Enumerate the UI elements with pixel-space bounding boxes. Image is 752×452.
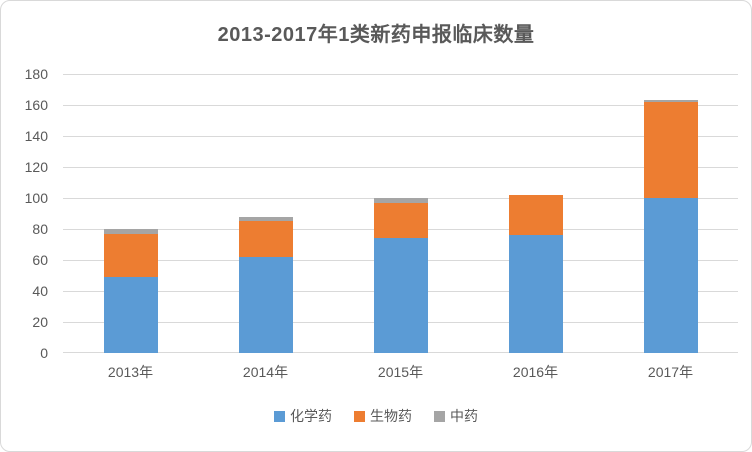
bar-segment-化学药 xyxy=(643,198,698,353)
y-tick-label: 80 xyxy=(32,221,48,237)
bar-segment-化学药 xyxy=(103,277,158,353)
x-axis-label: 2013年 xyxy=(107,364,154,380)
legend-swatch-icon xyxy=(354,410,365,422)
legend-item: 化学药 xyxy=(274,406,332,426)
bar-segment-生物药 xyxy=(238,221,293,257)
y-tick-label: 60 xyxy=(32,252,48,268)
legend-swatch-icon xyxy=(274,410,285,422)
y-tick-label: 100 xyxy=(24,190,48,206)
legend-label: 生物药 xyxy=(370,408,412,424)
legend-label: 中药 xyxy=(450,408,478,424)
x-axis: 2013年 2014年 2015年 2016年 2017年 xyxy=(63,362,738,382)
y-tick-label: 140 xyxy=(24,128,48,144)
bar-segment-化学药 xyxy=(508,235,563,353)
y-tick-label: 0 xyxy=(40,345,48,361)
chart-title: 2013-2017年1类新药申报临床数量 xyxy=(217,24,535,46)
legend-label: 化学药 xyxy=(290,408,332,424)
gridline xyxy=(63,136,738,137)
y-tick-label: 180 xyxy=(24,66,48,82)
bar-segment-中药 xyxy=(238,216,293,222)
y-tick-label: 20 xyxy=(32,314,48,330)
gridline xyxy=(63,105,738,106)
bar-segment-化学药 xyxy=(238,256,293,353)
bar-segment-生物药 xyxy=(373,202,428,239)
y-tick-label: 160 xyxy=(24,97,48,113)
legend-item: 中药 xyxy=(434,406,478,426)
bar-segment-化学药 xyxy=(373,238,428,353)
x-axis-label: 2015年 xyxy=(377,364,424,380)
bar-segment-生物药 xyxy=(103,233,158,278)
bar-segment-中药 xyxy=(373,198,428,203)
y-tick-label: 120 xyxy=(24,159,48,175)
bar-segment-中药 xyxy=(643,100,698,102)
gridline xyxy=(63,167,738,168)
x-axis-label: 2017年 xyxy=(647,364,694,380)
bar-segment-生物药 xyxy=(643,101,698,198)
y-axis: 0 20 40 60 80 100 120 140 160 180 xyxy=(1,66,48,361)
legend-swatch-icon xyxy=(434,410,445,422)
x-axis-label: 2016年 xyxy=(512,364,559,380)
legend-item: 生物药 xyxy=(354,406,412,426)
bar-segment-中药 xyxy=(103,229,158,234)
bar-segment-生物药 xyxy=(508,194,563,236)
y-tick-label: 40 xyxy=(32,283,48,299)
gridline xyxy=(63,74,738,75)
legend: 化学药 生物药 中药 xyxy=(1,406,751,426)
x-axis-label: 2014年 xyxy=(242,364,289,380)
plot-area xyxy=(63,74,738,353)
